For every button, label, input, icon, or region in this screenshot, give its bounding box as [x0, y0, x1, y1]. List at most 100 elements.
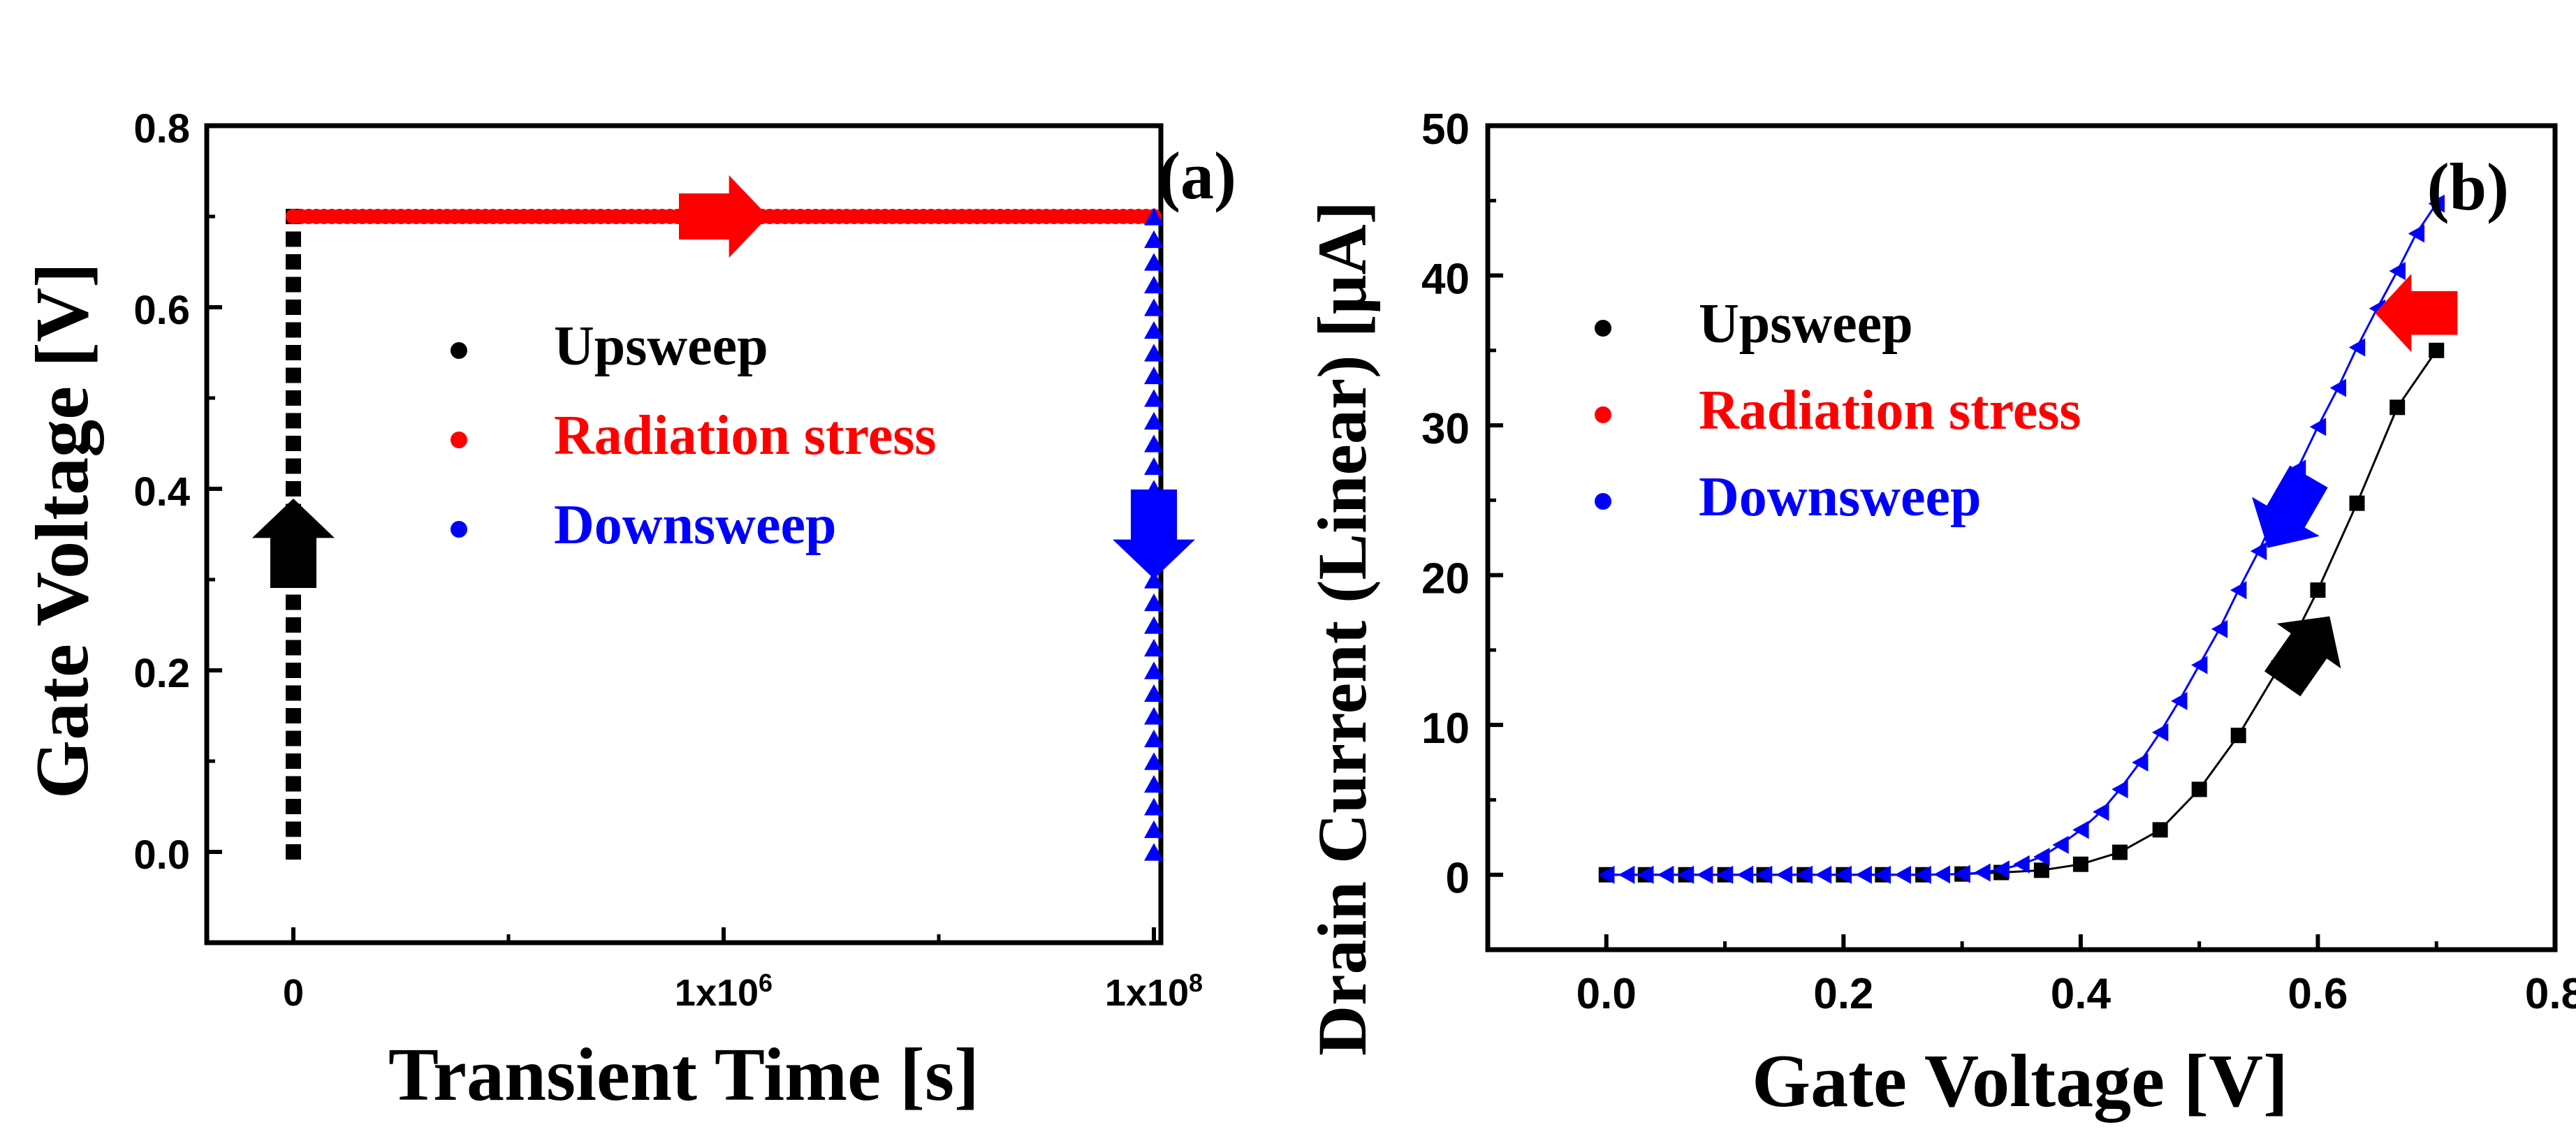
panel-a-ytick-label: 0.6 — [133, 288, 190, 333]
panel-b-point — [1637, 865, 1654, 884]
panel-b-xtick-label: 0.0 — [1576, 970, 1637, 1018]
panel-a-point — [1144, 661, 1164, 679]
panel-a-point — [286, 640, 301, 656]
panel-a-point — [1144, 389, 1164, 407]
panel-b-ticks: 0 10 20 30 40 50 0.0 0.2 0.4 0.6 0.8 — [1421, 105, 2576, 1018]
panel-b-point — [1993, 860, 2010, 879]
panel-a-point — [1144, 638, 1164, 657]
panel-b-legend-label: Upsweep — [1699, 293, 1913, 355]
panel-b-point — [2171, 691, 2188, 710]
panel-b-point — [2429, 342, 2445, 358]
panel-a-point — [286, 776, 301, 792]
panel-a-xtick-exponent: 6 — [759, 969, 773, 997]
panel-b-point — [2191, 781, 2207, 797]
panel-a-point — [286, 753, 301, 769]
panel-b-legend-label: Radiation stress — [1699, 380, 2081, 441]
panel-b-frame — [1485, 123, 2558, 952]
panel-b-point — [2033, 847, 2050, 866]
panel-a-point — [1144, 797, 1164, 816]
panel-a-point — [1144, 411, 1164, 430]
panel-b-arrow-up-right — [2264, 616, 2341, 697]
panel-a: 0.00.20.40.60.80 1x106 1x108 (a) UpsweepRa… — [21, 106, 1236, 1117]
panel-b: 0 10 20 30 40 50 0.0 0.2 0.4 0.6 0.8 (b) Upsweep Ra… — [1303, 105, 2576, 1123]
panel-a-point — [286, 799, 301, 814]
panel-b-point — [1677, 865, 1695, 884]
panel-b-point — [1657, 865, 1674, 884]
panel-a-point — [1144, 593, 1164, 612]
panel-b-ylabel: Drain Current (Linear) [μA] — [1303, 201, 1381, 1056]
panel-b-point — [1894, 865, 1911, 884]
panel-a-point — [286, 594, 301, 610]
panel-b-point — [1696, 865, 1713, 884]
panel-b-label: (b) — [2427, 149, 2509, 224]
panel-b-point — [2310, 582, 2326, 598]
panel-a-xtick-label: 1x108 — [1105, 969, 1203, 1014]
panel-b-ytick-label: 40 — [1421, 256, 1470, 304]
panel-b-point — [2152, 822, 2168, 838]
panel-a-point — [286, 617, 301, 633]
panel-b-series — [1598, 194, 2445, 884]
panel-b-point — [2112, 844, 2128, 860]
panel-b-point — [2190, 656, 2208, 675]
panel-b-point — [1915, 865, 1931, 884]
panel-a-arrow-up — [252, 499, 335, 588]
panel-b-point — [2093, 802, 2109, 821]
panel-b-point — [2132, 753, 2149, 772]
panel-b-ytick-label: 20 — [1421, 555, 1470, 603]
panel-b-point — [1855, 865, 1872, 884]
panel-a-xtick-label: 0 — [283, 972, 304, 1014]
panel-b-ytick-label: 0 — [1446, 855, 1470, 903]
panel-b-point — [2230, 581, 2247, 600]
panel-a-legend-label: Downsweep — [554, 494, 836, 556]
panel-b-xlabel: Gate Voltage [V] — [1752, 1040, 2288, 1123]
panel-a-point — [286, 390, 301, 406]
panel-b-point — [1874, 865, 1891, 884]
panel-a-arrows — [252, 175, 1195, 588]
panel-b-point — [1974, 863, 1991, 882]
panel-a-point — [1144, 230, 1164, 249]
panel-a-point — [1144, 752, 1164, 770]
panel-b-ytick-label: 30 — [1421, 405, 1470, 453]
panel-a-point — [1144, 774, 1164, 793]
panel-a-xtick-base: 1x10 — [675, 972, 759, 1014]
panel-a-ylabel: Gate Voltage [V] — [21, 263, 104, 799]
panel-b-point — [1776, 865, 1793, 884]
panel-a-point — [1144, 457, 1164, 476]
panel-a-ytick-label: 0.0 — [133, 832, 190, 878]
panel-a-point — [1144, 820, 1164, 839]
panel-b-point — [1835, 865, 1852, 884]
panel-b-xtick-label: 0.4 — [2051, 970, 2112, 1018]
panel-a-xtick-exponent: 8 — [1189, 969, 1203, 997]
panel-a-point — [286, 821, 301, 837]
panel-b-ytick-label: 50 — [1421, 105, 1470, 154]
panel-a-point — [1144, 366, 1164, 385]
panel-a-legend-label: Radiation stress — [554, 405, 936, 466]
panel-a-point — [286, 481, 301, 496]
panel-a-point — [286, 231, 301, 247]
panel-b-point — [2033, 862, 2049, 878]
panel-b-point — [2072, 856, 2088, 872]
panel-b-point — [2072, 820, 2089, 839]
panel-b-arrow-left — [2375, 274, 2458, 353]
panel-b-point — [2230, 728, 2246, 744]
panel-a-point — [1144, 707, 1164, 725]
panel-b-xtick-label: 0.8 — [2525, 970, 2576, 1018]
panel-b-point — [1755, 865, 1773, 884]
panel-a-xtick-label: 1x106 — [675, 969, 773, 1014]
panel-a-point — [286, 413, 301, 429]
panel-a-ytick-label: 0.2 — [133, 651, 190, 696]
panel-a-ytick-label: 0.4 — [133, 469, 190, 515]
panel-b-point — [1716, 865, 1734, 884]
panel-b-legend-marker — [1595, 320, 1611, 337]
panel-b-point — [2250, 542, 2267, 561]
panel-a-legend: Upsweep Radiation stress Downsweep — [451, 316, 936, 556]
panel-a-point — [286, 458, 301, 474]
panel-a-point — [286, 685, 301, 701]
panel-a-point — [286, 663, 301, 678]
panel-a-ytick-label: 0.8 — [133, 106, 190, 152]
panel-b-xtick-label: 0.6 — [2288, 970, 2348, 1018]
panel-a-label: (a) — [1158, 138, 1236, 213]
panel-b-legend-marker — [1595, 493, 1611, 510]
panel-b-point — [2013, 855, 2030, 874]
